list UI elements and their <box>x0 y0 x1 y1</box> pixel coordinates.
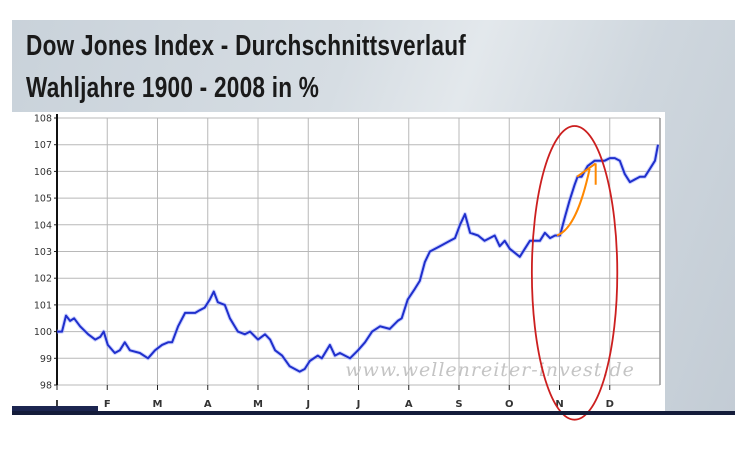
arrow-line <box>576 162 597 178</box>
x-tick-label: N <box>555 399 563 410</box>
chart-title: Dow Jones Index - Durchschnittsverlauf <box>26 30 467 62</box>
x-tick-label: J <box>356 399 361 410</box>
series-line <box>57 144 659 373</box>
x-tick-label: A <box>405 399 413 410</box>
x-tick-label: J <box>305 399 310 410</box>
annotations <box>530 125 619 421</box>
bottom-accent-bar <box>12 406 98 412</box>
y-tick-label: 99 <box>40 354 52 365</box>
y-tick-label: 100 <box>34 327 52 338</box>
y-tick-label: 106 <box>34 167 52 178</box>
x-tick-label: F <box>104 399 111 410</box>
x-tick-label: M <box>153 399 163 410</box>
x-tick-label: O <box>505 399 514 410</box>
bottom-divider <box>12 411 735 415</box>
chart-panel <box>12 112 665 411</box>
y-tick-label: 108 <box>34 114 52 125</box>
highlight-ellipse <box>530 125 619 421</box>
x-tick-label: D <box>606 399 614 410</box>
y-tick-label: 107 <box>34 140 52 151</box>
y-tick-label: 98 <box>40 381 52 392</box>
y-tick-label: 103 <box>34 247 52 258</box>
y-tick-label: 105 <box>34 194 52 205</box>
chart-subtitle: Wahljahre 1900 - 2008 in % <box>26 72 320 104</box>
y-axis: 108 107 106 105 104 103 102 101 100 99 98 <box>34 114 58 392</box>
y-tick-label: 104 <box>34 220 52 231</box>
x-tick-label: M <box>253 399 263 410</box>
y-tick-label: 102 <box>34 274 52 285</box>
x-tick-label: S <box>455 399 462 410</box>
y-tick-label: 101 <box>34 300 52 311</box>
series-layer <box>57 144 660 374</box>
arrow-curve <box>556 168 591 237</box>
watermark: www.wellenreiter-invest.de <box>345 359 635 381</box>
x-tick-label: A <box>204 399 212 410</box>
x-tick-label: J <box>54 399 59 410</box>
